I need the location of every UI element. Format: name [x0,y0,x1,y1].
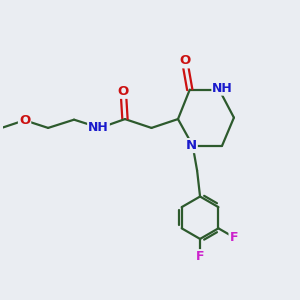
Text: F: F [196,250,204,263]
Text: NH: NH [88,121,109,134]
Text: O: O [19,114,30,127]
Text: O: O [118,85,129,98]
Text: O: O [179,54,190,68]
Text: NH: NH [212,82,233,95]
Text: N: N [186,139,197,152]
Text: F: F [230,231,238,244]
